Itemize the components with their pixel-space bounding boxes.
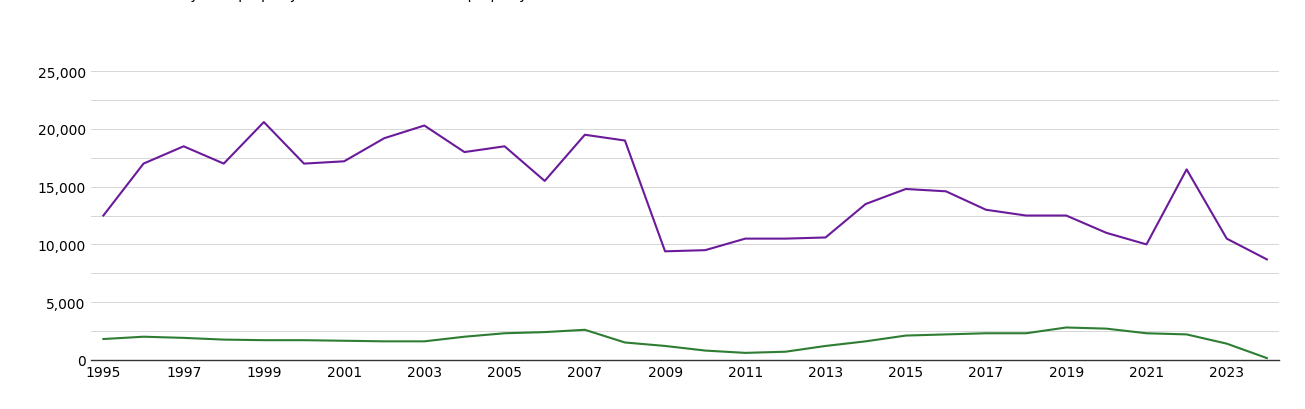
An established property [1058, 213, 1074, 218]
A newly built property [256, 338, 271, 343]
A newly built property [898, 333, 913, 338]
A newly built property [376, 339, 392, 344]
An established property [1018, 213, 1034, 218]
An established property [938, 189, 954, 194]
A newly built property [215, 337, 231, 342]
An established property [979, 208, 994, 213]
A newly built property [1099, 326, 1114, 331]
A newly built property [296, 338, 312, 343]
A newly built property [95, 337, 111, 342]
An established property [697, 248, 713, 253]
A newly built property [1219, 342, 1235, 346]
An established property [737, 236, 753, 241]
A newly built property [778, 349, 793, 354]
Legend: A newly built property, An established property: A newly built property, An established p… [98, 0, 527, 2]
A newly built property [457, 335, 472, 339]
An established property [95, 213, 111, 218]
A newly built property [577, 328, 592, 333]
A newly built property [979, 331, 994, 336]
A newly built property [737, 351, 753, 355]
An established property [176, 144, 192, 149]
An established property [497, 144, 513, 149]
An established property [215, 162, 231, 166]
A newly built property [497, 331, 513, 336]
An established property [857, 202, 873, 207]
An established property [1178, 168, 1194, 173]
A newly built property [337, 339, 352, 344]
An established property [1099, 231, 1114, 236]
A newly built property [1259, 356, 1275, 361]
Line: An established property: An established property [103, 123, 1267, 260]
An established property [658, 249, 673, 254]
An established property [536, 179, 552, 184]
An established property [617, 139, 633, 144]
An established property [577, 133, 592, 138]
An established property [136, 162, 151, 166]
Line: A newly built property: A newly built property [103, 328, 1267, 358]
An established property [416, 124, 432, 129]
An established property [818, 236, 834, 240]
A newly built property [176, 336, 192, 341]
An established property [1259, 257, 1275, 262]
An established property [898, 187, 913, 192]
An established property [457, 150, 472, 155]
An established property [256, 120, 271, 125]
An established property [376, 137, 392, 142]
A newly built property [1139, 331, 1155, 336]
A newly built property [136, 335, 151, 339]
A newly built property [697, 348, 713, 353]
An established property [1219, 236, 1235, 241]
A newly built property [1178, 332, 1194, 337]
A newly built property [1058, 325, 1074, 330]
A newly built property [416, 339, 432, 344]
An established property [1139, 243, 1155, 247]
An established property [337, 160, 352, 164]
A newly built property [818, 344, 834, 348]
A newly built property [857, 339, 873, 344]
A newly built property [938, 332, 954, 337]
A newly built property [658, 344, 673, 348]
An established property [296, 162, 312, 166]
A newly built property [617, 340, 633, 345]
An established property [778, 236, 793, 241]
A newly built property [1018, 331, 1034, 336]
A newly built property [536, 330, 552, 335]
